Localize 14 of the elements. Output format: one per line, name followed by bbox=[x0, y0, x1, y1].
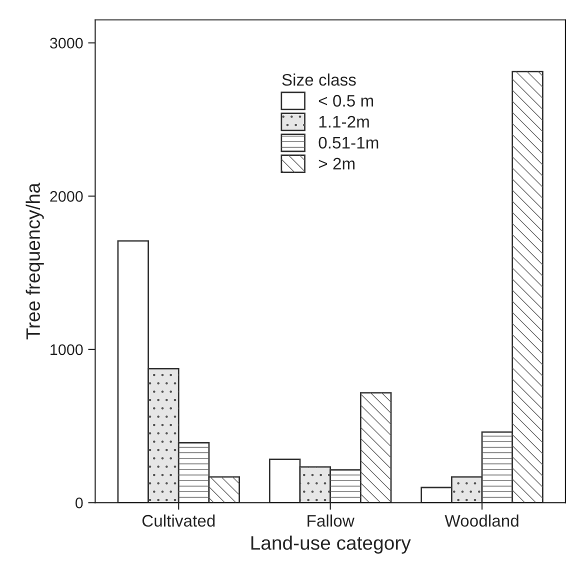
y-tick-label: 0 bbox=[76, 498, 83, 508]
legend-label: 1.1-2m bbox=[319, 116, 369, 128]
y-tick-label: 1000 bbox=[50, 344, 83, 356]
legend-label: < 0.5 m bbox=[318, 94, 374, 107]
x-axis-title: Land-use category bbox=[251, 536, 411, 554]
legend-title: Size class bbox=[282, 74, 356, 86]
y-tick-label: 3000 bbox=[50, 38, 83, 49]
legend-label: > 2m bbox=[318, 158, 355, 170]
legend-label: 0.51-1m bbox=[318, 136, 378, 149]
y-tick-label: 2000 bbox=[50, 191, 83, 202]
x-tick-label: Cultivated bbox=[142, 514, 215, 527]
y-axis-title: Tree frequency/ha bbox=[26, 182, 44, 340]
x-tick-label: Fallow bbox=[308, 514, 354, 527]
x-tick-label: Woodland bbox=[444, 514, 518, 527]
